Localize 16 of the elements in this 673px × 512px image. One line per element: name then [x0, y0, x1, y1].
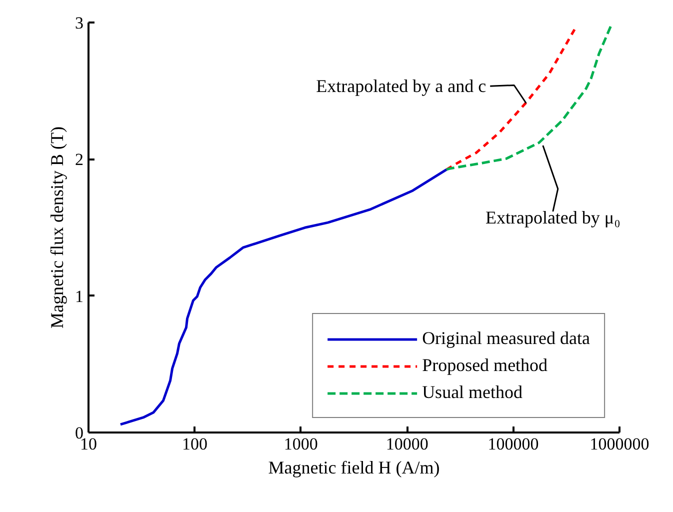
annotation: Extrapolated by μ₀: [485, 208, 620, 228]
legend-label: Usual method: [422, 382, 523, 403]
x-tick-label: 100000: [488, 434, 539, 454]
annotation: Extrapolated by a and c: [316, 76, 486, 96]
x-tick-label: 1000000: [590, 434, 650, 454]
x-tick-label: 10000: [386, 434, 428, 454]
legend-label: Original measured data: [422, 328, 590, 349]
x-axis-title: Magnetic field H (A/m): [268, 458, 440, 478]
y-tick-label: 2: [75, 150, 84, 170]
legend-label: Proposed method: [422, 355, 548, 376]
y-axis-title: Magnetic flux density B (T): [47, 126, 67, 328]
y-tick-label: 1: [75, 286, 84, 306]
x-tick-label: 1000: [284, 434, 318, 454]
y-tick-label: 3: [75, 14, 84, 32]
x-tick-label: 100: [182, 434, 208, 454]
y-tick-label: 0: [75, 424, 84, 442]
